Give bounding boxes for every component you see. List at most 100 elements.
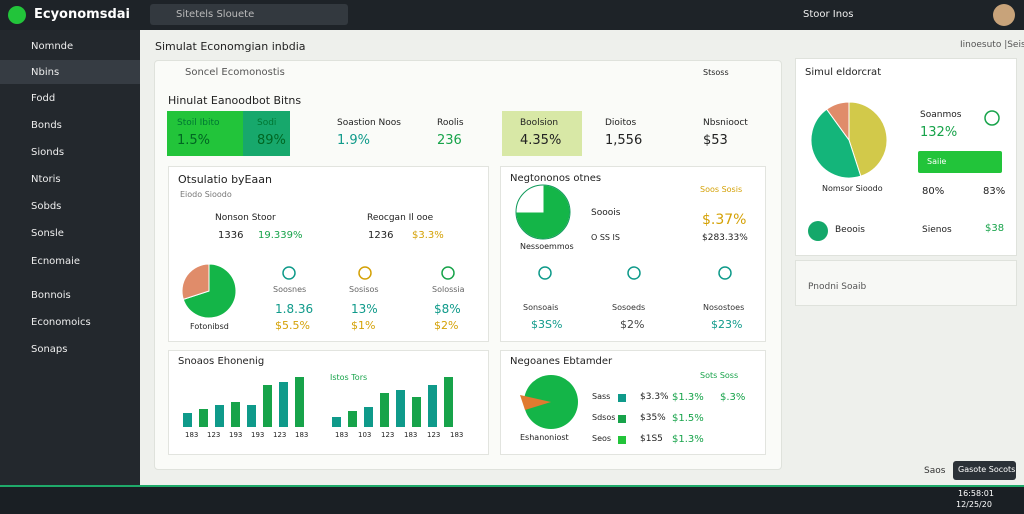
- text: 12/25/20: [956, 500, 992, 509]
- kpi-teal: [243, 111, 290, 156]
- text: Soanmos: [920, 110, 962, 120]
- text: 13%: [351, 302, 378, 316]
- search-box[interactable]: [150, 4, 348, 25]
- text: 123: [381, 431, 395, 439]
- text: Stsoss: [703, 68, 729, 77]
- legend-swatch: [618, 415, 626, 423]
- text: 83%: [983, 186, 1006, 197]
- text: Sots Soss: [700, 371, 739, 380]
- text: Nbins: [31, 67, 60, 78]
- text: $5.5%: [275, 319, 310, 332]
- text: 1.8.36: [275, 302, 314, 316]
- text: Sionds: [31, 147, 65, 158]
- text: Sobds: [31, 201, 62, 212]
- text: O SS IS: [591, 233, 620, 242]
- pie-shape: [520, 395, 551, 410]
- text: Bonnois: [31, 290, 71, 301]
- text: 123: [207, 431, 221, 439]
- text: $3.3%: [412, 230, 444, 241]
- avatar[interactable]: [993, 4, 1015, 26]
- text: Sonsle: [31, 228, 64, 239]
- text: Saiie: [927, 157, 947, 166]
- text: $283.33%: [702, 233, 748, 243]
- text: 19.339%: [258, 230, 303, 241]
- text: 183: [335, 431, 349, 439]
- text: Dioitos: [605, 118, 637, 128]
- text: Soos Sosis: [700, 185, 743, 194]
- text: Ecnomaie: [31, 256, 81, 267]
- text: $1%: [351, 319, 376, 332]
- bar: [348, 411, 357, 427]
- bar: [396, 390, 405, 427]
- text: 1,556: [605, 133, 643, 148]
- text: 183: [295, 431, 309, 439]
- text: 4.35%: [520, 133, 562, 148]
- text: $.37%: [702, 212, 747, 228]
- text: $8%: [434, 302, 461, 316]
- text: Sodi: [257, 118, 277, 128]
- text: $.3%: [720, 392, 746, 403]
- text: Economoics: [31, 317, 91, 328]
- kpi-highlight: [502, 111, 582, 156]
- stat-icon: [538, 266, 552, 280]
- text: Fodd: [31, 93, 56, 104]
- stat-icon: [441, 266, 455, 280]
- kpi-green: [167, 111, 244, 156]
- pie-slice: [825, 101, 850, 142]
- legend-swatch: [618, 436, 626, 444]
- text: 132%: [920, 125, 958, 140]
- text: Nomnde: [31, 41, 74, 52]
- bar: [380, 393, 389, 427]
- text: Sosisos: [349, 285, 379, 294]
- bar: [183, 413, 192, 427]
- footer-button[interactable]: [953, 461, 1016, 480]
- text: Bonds: [31, 120, 62, 131]
- text: 1236: [368, 230, 394, 241]
- text: 123: [427, 431, 441, 439]
- text: $35%: [640, 413, 666, 423]
- text: Fotonibsd: [190, 322, 229, 331]
- text: $1.3%: [672, 434, 704, 445]
- text: Otsulatio byEaan: [178, 173, 272, 186]
- text: Soastion Noos: [337, 118, 401, 128]
- text: 103: [358, 431, 372, 439]
- bar: [444, 377, 453, 427]
- text: Soncel Ecomonostis: [185, 67, 285, 78]
- stat-icon: [358, 266, 372, 280]
- text: Sooois: [591, 208, 621, 218]
- text: Snoaos Ehonenig: [178, 356, 265, 367]
- sidebar: [0, 30, 140, 485]
- text: Sonsoais: [523, 303, 559, 312]
- stat-icon: [627, 266, 641, 280]
- text: $2%: [434, 319, 459, 332]
- text: 183: [450, 431, 464, 439]
- bar: [199, 409, 208, 427]
- text: Hinulat Eanoodbot Bitns: [168, 94, 302, 107]
- pie-outline: [515, 184, 571, 240]
- legend-swatch: [618, 394, 626, 402]
- text: Nonson Stoor: [215, 213, 276, 223]
- text: 80%: [922, 186, 945, 197]
- text: Negtononos otnes: [510, 173, 602, 184]
- text: $38: [985, 223, 1005, 234]
- pie-slice: [182, 263, 237, 319]
- text: Negoanes Ebtamder: [510, 356, 613, 367]
- text: $1S5: [640, 434, 663, 444]
- bar: [332, 417, 341, 427]
- text: Nbsniooct: [703, 118, 748, 128]
- pie-slice: [181, 263, 210, 300]
- right-button[interactable]: [918, 151, 1002, 173]
- text: 123: [273, 431, 287, 439]
- text: Beoois: [835, 225, 865, 235]
- text: $3.3%: [640, 392, 669, 402]
- text: Simulat Economgian inbdia: [155, 40, 306, 53]
- text: $1.5%: [672, 413, 704, 424]
- text: 183: [185, 431, 199, 439]
- text: 193: [229, 431, 243, 439]
- text: 1336: [218, 230, 244, 241]
- text: 1.9%: [337, 133, 371, 148]
- text: Sdsos: [592, 413, 616, 422]
- taskbar: [0, 485, 1024, 514]
